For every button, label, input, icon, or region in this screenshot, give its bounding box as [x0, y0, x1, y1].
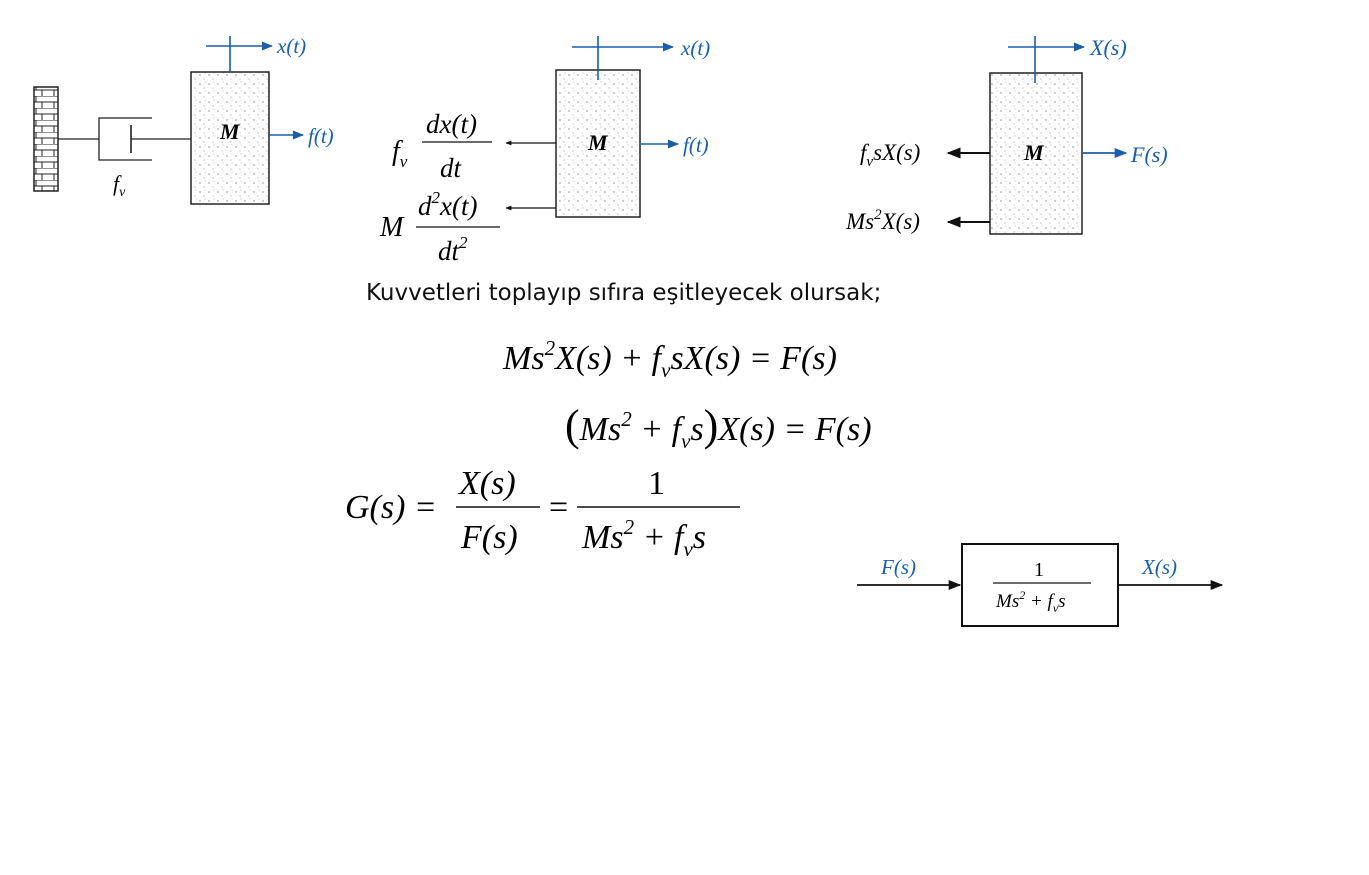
diagram-3: M X(s) F(s) fvsX(s) Ms2X(s)	[845, 35, 1168, 235]
svg-text:dt2: dt2	[438, 233, 468, 266]
mass-block	[190, 71, 270, 205]
force-label: f(t)	[683, 133, 709, 157]
damping-term: fv dx(t) dt	[392, 109, 492, 183]
diagram-1: fv M x(t) f(t)	[33, 34, 334, 205]
caption-text: Kuvvetleri toplayıp sıfıra eşitleyecek o…	[366, 280, 882, 306]
svg-text:Ms2 + fvs: Ms2 + fvs	[581, 515, 706, 561]
inertia-term: M d2x(t) dt2	[379, 188, 500, 266]
svg-text:1: 1	[1034, 559, 1044, 581]
svg-text:X(s): X(s)	[457, 465, 516, 502]
damper	[98, 117, 191, 161]
svg-text:F(s): F(s)	[460, 519, 518, 556]
svg-text:Ms2 + fvs: Ms2 + fvs	[995, 588, 1066, 615]
displacement-label: x(t)	[276, 34, 306, 58]
transfer-function-block	[961, 543, 1119, 627]
equation-3: G(s) = X(s) F(s) = 1 Ms2 + fvs	[345, 465, 740, 561]
wall	[33, 86, 59, 192]
mass-label: M	[1023, 140, 1045, 165]
damping-label: fvsX(s)	[860, 140, 920, 170]
diagram-2: M x(t) f(t) fv dx(t) dt M d2x(t) dt2	[379, 36, 710, 266]
block-diagram: F(s) 1 Ms2 + fvs X(s)	[857, 543, 1224, 627]
mass-label: M	[587, 130, 609, 155]
block-output-label: X(s)	[1141, 555, 1177, 579]
force-label: F(s)	[1130, 142, 1168, 167]
svg-text:dt: dt	[440, 153, 463, 183]
displacement-label: x(t)	[680, 36, 710, 60]
equation-1: Ms2X(s) + fvsX(s) = F(s)	[502, 336, 837, 382]
svg-text:1: 1	[648, 465, 665, 502]
svg-text:M: M	[379, 212, 405, 243]
damper-label: fv	[113, 171, 126, 200]
displacement-label: X(s)	[1089, 35, 1127, 60]
mass-label: M	[219, 119, 241, 144]
equation-2: (Ms2 + fvs)X(s) = F(s)	[565, 401, 872, 453]
svg-text:=: =	[549, 489, 568, 526]
svg-text:fv: fv	[392, 136, 408, 171]
inertia-label: Ms2X(s)	[845, 207, 920, 234]
svg-text:dx(t): dx(t)	[426, 109, 477, 139]
block-input-label: F(s)	[880, 555, 916, 579]
svg-text:d2x(t): d2x(t)	[418, 188, 477, 221]
mass-block	[989, 72, 1083, 235]
svg-text:G(s) =: G(s) =	[345, 489, 437, 526]
force-label: f(t)	[308, 124, 334, 148]
